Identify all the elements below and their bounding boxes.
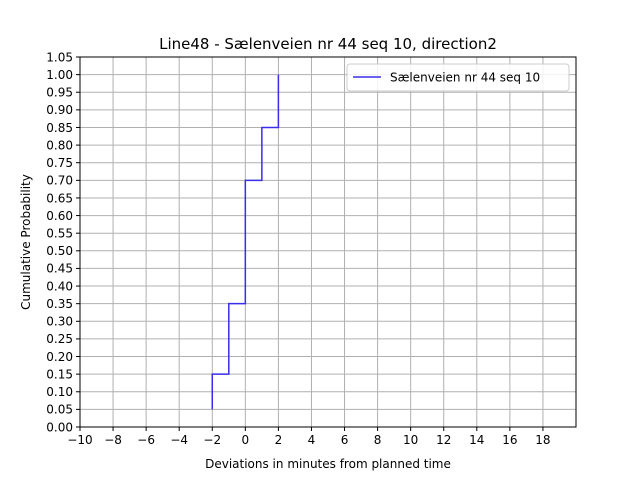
y-tick-label: 0.05 (46, 403, 73, 417)
y-tick-label: 0.20 (46, 350, 73, 364)
x-axis-label: Deviations in minutes from planned time (205, 457, 451, 471)
y-tick-label: 0.70 (46, 174, 73, 188)
y-tick-label: 0.15 (46, 367, 73, 381)
series-line (211, 74, 280, 410)
x-tick-label: 12 (436, 433, 451, 447)
y-tick-label: 0.50 (46, 244, 73, 258)
y-tick-label: 0.25 (46, 332, 73, 346)
y-tick-label: 0.90 (46, 103, 73, 117)
series-layer (211, 74, 280, 410)
y-axis-ticks: 0.00 0.05 0.10 0.15 0.20 0.25 0.30 0.35 0.40 0.45… (46, 50, 80, 434)
legend-box (346, 63, 570, 92)
y-tick-label: 0.80 (46, 138, 73, 152)
y-tick-label: 1.00 (46, 68, 73, 82)
y-tick-label: 0.45 (46, 262, 73, 276)
y-tick-label: 0.40 (46, 279, 73, 293)
x-tick-label: 18 (535, 433, 550, 447)
x-axis-ticks: −10 −8 −6 −4 −2 0 2 4 6 8 10 12 14 16 18 (67, 427, 551, 447)
y-tick-label: 0.55 (46, 226, 73, 240)
x-tick-label: −8 (104, 433, 122, 447)
y-tick-label: 0.00 (46, 420, 73, 434)
x-tick-label: 14 (469, 433, 484, 447)
y-tick-label: 1.05 (46, 50, 73, 64)
legend-label: Sælenveien nr 44 seq 10 (390, 71, 540, 85)
y-tick-label: 0.75 (46, 156, 73, 170)
x-tick-label: −4 (170, 433, 188, 447)
x-tick-label: 10 (403, 433, 418, 447)
x-tick-label: −2 (203, 433, 221, 447)
x-tick-label: −6 (137, 433, 155, 447)
x-tick-label: 16 (502, 433, 517, 447)
chart-title: Line48 - Sælenveien nr 44 seq 10, direct… (159, 35, 497, 53)
y-tick-label: 0.10 (46, 385, 73, 399)
y-tick-label: 0.65 (46, 191, 73, 205)
y-tick-label: 0.95 (46, 86, 73, 100)
x-tick-label: 2 (275, 433, 283, 447)
grid-lines (79, 56, 576, 428)
x-tick-label: 6 (341, 433, 349, 447)
y-tick-label: 0.60 (46, 209, 73, 223)
x-tick-label: −10 (67, 433, 92, 447)
y-tick-label: 0.30 (46, 315, 73, 329)
y-tick-label: 0.35 (46, 297, 73, 311)
legend: Sælenveien nr 44 seq 10 (346, 63, 570, 92)
x-tick-label: 8 (374, 433, 382, 447)
x-tick-label: 4 (308, 433, 316, 447)
y-axis-label: Cumulative Probability (19, 174, 33, 310)
x-tick-label: 0 (242, 433, 250, 447)
y-tick-label: 0.85 (46, 121, 73, 135)
plot-frame (79, 56, 577, 428)
